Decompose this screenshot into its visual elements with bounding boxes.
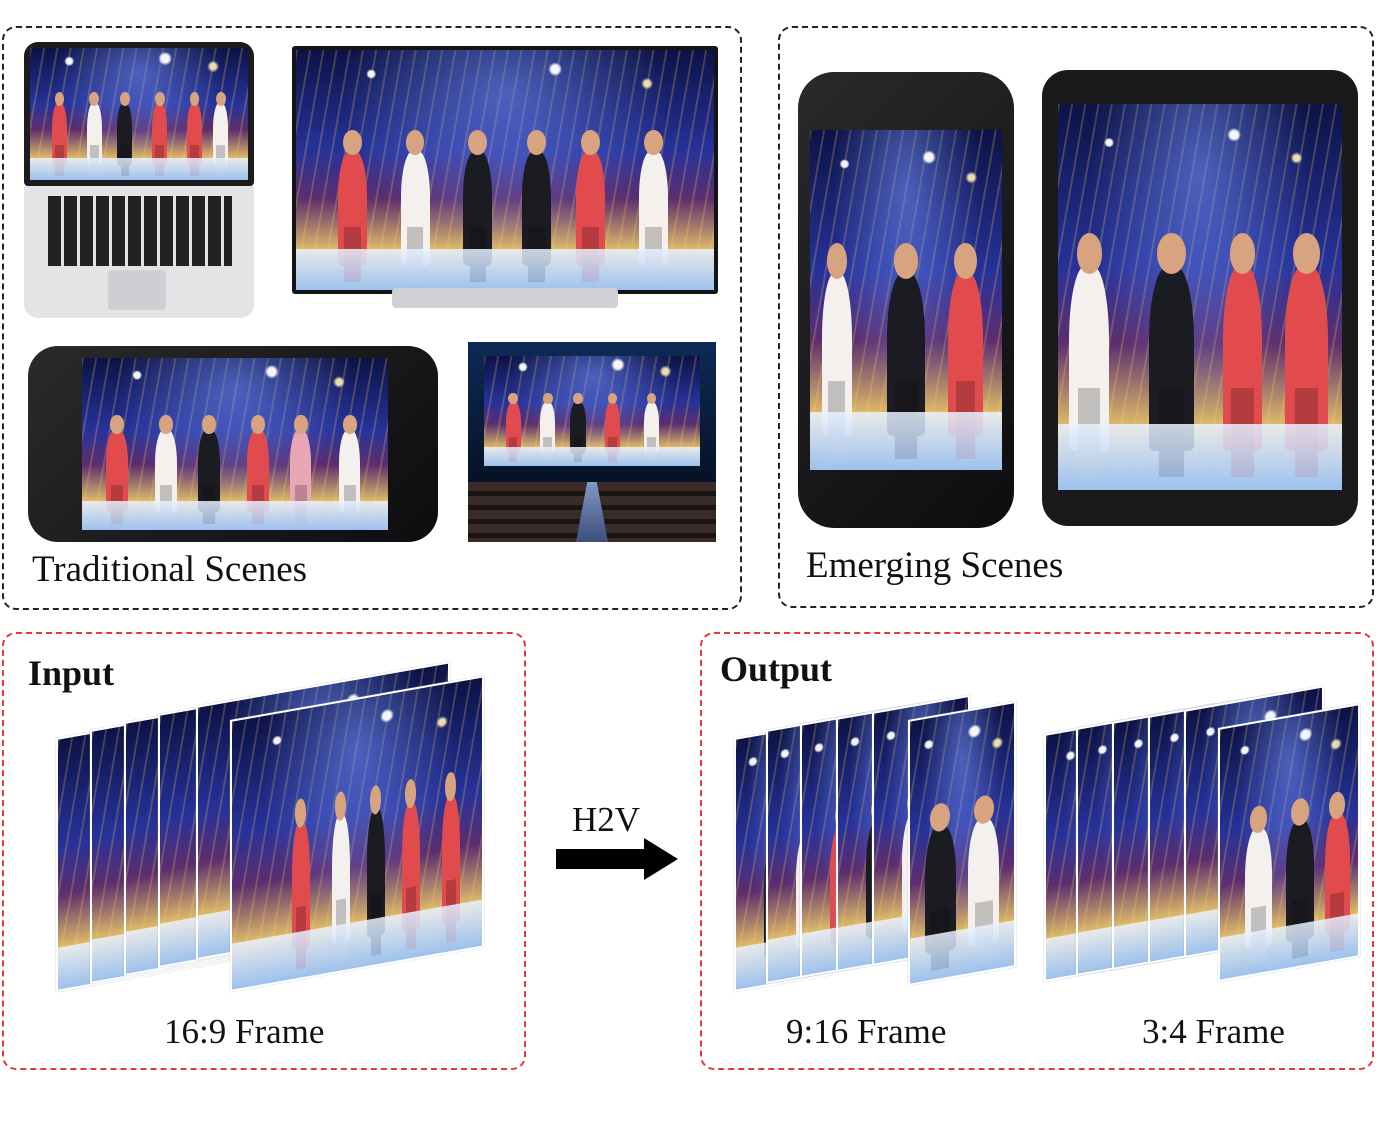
emerging-scenes-panel — [778, 26, 1374, 608]
output-panel — [700, 632, 1374, 1070]
traditional-scenes-panel — [2, 26, 742, 610]
output-title: Output — [720, 649, 833, 689]
h2v-label: H2V — [572, 800, 641, 839]
output-916-caption: 9:16 Frame — [786, 1012, 947, 1051]
output-34-caption: 3:4 Frame — [1142, 1012, 1285, 1051]
input-panel — [2, 632, 526, 1070]
traditional-scenes-label: Traditional Scenes — [32, 549, 308, 590]
emerging-scenes-label: Emerging Scenes — [806, 545, 1064, 586]
input-title: Input — [28, 653, 115, 693]
right-arrow-icon — [556, 838, 678, 880]
input-caption: 16:9 Frame — [164, 1012, 325, 1051]
